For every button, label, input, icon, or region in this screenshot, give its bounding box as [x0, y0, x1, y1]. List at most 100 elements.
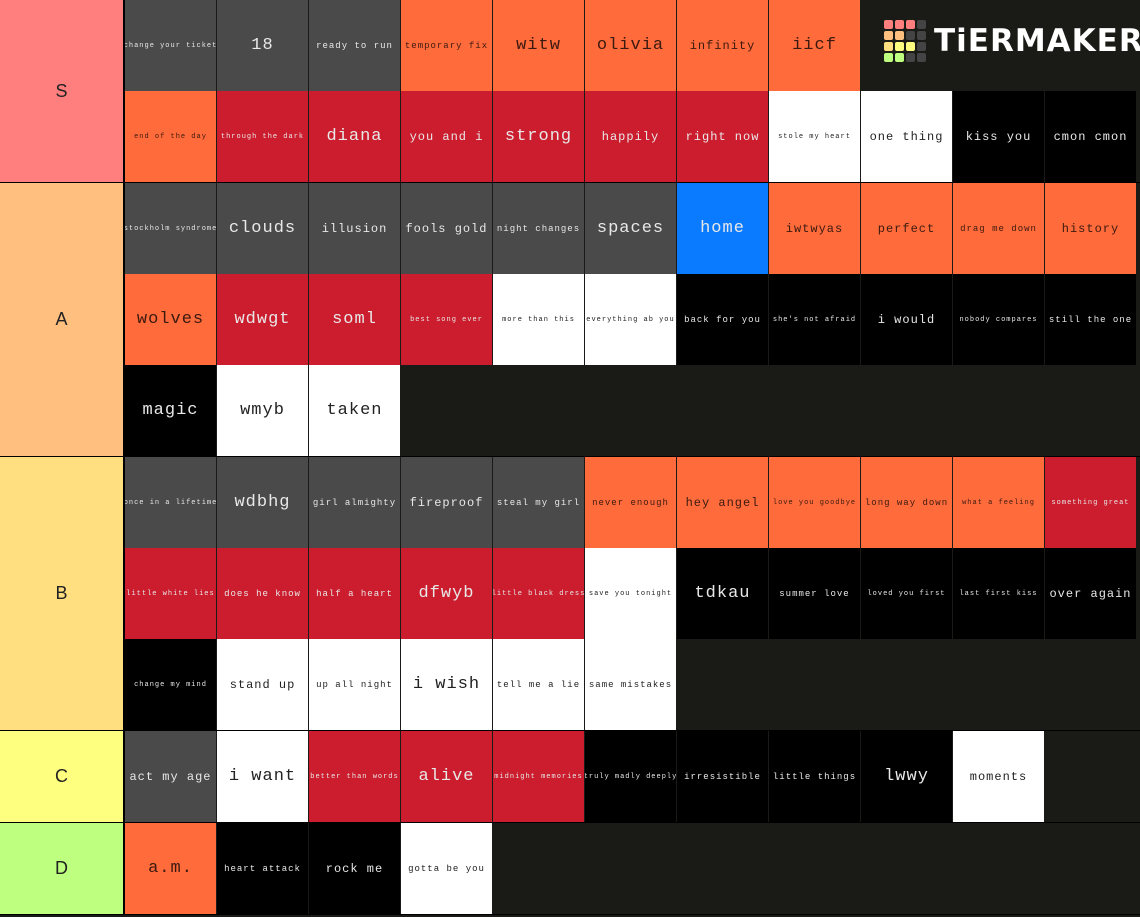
tier-items: change your ticket 18 ready to run temporar… [125, 0, 1139, 182]
tile[interactable]: lwwy [861, 731, 952, 822]
tile[interactable]: over again [1045, 548, 1136, 639]
tile[interactable]: home [677, 183, 768, 274]
tile[interactable]: up all night [309, 639, 400, 730]
tile[interactable]: right now [677, 91, 768, 182]
tile[interactable]: witw [493, 0, 584, 91]
tile[interactable]: stole my heart [769, 91, 860, 182]
logo: TiERMAKER [884, 20, 1140, 62]
tile[interactable]: once in a lifetime [125, 457, 216, 548]
tile[interactable]: taken [309, 365, 400, 456]
tile[interactable]: what a feeling [953, 457, 1044, 548]
tile[interactable]: tell me a lie [493, 639, 584, 730]
tile[interactable]: steal my girl [493, 457, 584, 548]
tile[interactable]: i would [861, 274, 952, 365]
tile[interactable]: history [1045, 183, 1136, 274]
tile[interactable]: drag me down [953, 183, 1044, 274]
tile[interactable]: better than words [309, 731, 400, 822]
tile[interactable]: little things [769, 731, 860, 822]
tile[interactable]: hey angel [677, 457, 768, 548]
tile[interactable]: something great [1045, 457, 1136, 548]
tile[interactable]: wmyb [217, 365, 308, 456]
tile[interactable]: long way down [861, 457, 952, 548]
tier-items: act my age i want better than words alive mi… [125, 731, 1139, 822]
tile[interactable]: one thing [861, 91, 952, 182]
tile[interactable]: fireproof [401, 457, 492, 548]
tile[interactable]: still the one [1045, 274, 1136, 365]
tile[interactable]: iwtwyas [769, 183, 860, 274]
tile[interactable]: clouds [217, 183, 308, 274]
tile[interactable]: strong [493, 91, 584, 182]
tile[interactable]: last first kiss [953, 548, 1044, 639]
tile[interactable]: little black dress [493, 548, 584, 639]
tile[interactable]: save you tonight [585, 548, 676, 639]
tile[interactable]: a.m. [125, 823, 216, 914]
tier-label: D [0, 823, 125, 914]
tile[interactable]: olivia [585, 0, 676, 91]
tile[interactable]: back for you [677, 274, 768, 365]
tile[interactable]: she's not afraid [769, 274, 860, 365]
tile[interactable]: alive [401, 731, 492, 822]
tile[interactable]: tdkau [677, 548, 768, 639]
tile[interactable]: rock me [309, 823, 400, 914]
tile[interactable]: temporary fix [401, 0, 492, 91]
tile[interactable]: more than this [493, 274, 584, 365]
tile[interactable]: night changes [493, 183, 584, 274]
tile[interactable]: magic [125, 365, 216, 456]
tile[interactable]: wdwgt [217, 274, 308, 365]
logo-icon [884, 20, 926, 62]
tile[interactable]: does he know [217, 548, 308, 639]
tile[interactable]: kiss you [953, 91, 1044, 182]
tile[interactable]: act my age [125, 731, 216, 822]
tier-label: A [0, 183, 125, 456]
tile[interactable]: perfect [861, 183, 952, 274]
tier-items: stockholm syndrome clouds illusion fools go… [125, 183, 1139, 456]
tile[interactable]: diana [309, 91, 400, 182]
tier-label: S [0, 0, 125, 182]
tile[interactable]: irresistible [677, 731, 768, 822]
tile[interactable]: soml [309, 274, 400, 365]
tier-label: B [0, 457, 125, 730]
tile[interactable]: girl almighty [309, 457, 400, 548]
tile[interactable]: everything ab you [585, 274, 676, 365]
tile[interactable]: heart attack [217, 823, 308, 914]
tile[interactable]: stand up [217, 639, 308, 730]
tile[interactable]: cmon cmon [1045, 91, 1136, 182]
tier-items: once in a lifetime wdbhg girl almighty fire… [125, 457, 1139, 730]
tile[interactable]: iicf [769, 0, 860, 91]
tile[interactable]: never enough [585, 457, 676, 548]
tile[interactable]: dfwyb [401, 548, 492, 639]
tile[interactable]: illusion [309, 183, 400, 274]
tile[interactable]: spaces [585, 183, 676, 274]
tile[interactable]: nobody compares [953, 274, 1044, 365]
tile[interactable]: truly madly deeply [585, 731, 676, 822]
tile[interactable]: little white lies [125, 548, 216, 639]
tile[interactable]: best song ever [401, 274, 492, 365]
tile[interactable]: same mistakes [585, 639, 676, 730]
tile[interactable]: you and i [401, 91, 492, 182]
tile[interactable]: stockholm syndrome [125, 183, 216, 274]
tier-items: a.m. heart attack rock me gotta be you [125, 823, 1139, 914]
tile[interactable]: midnight memories [493, 731, 584, 822]
tile[interactable]: wdbhg [217, 457, 308, 548]
tile[interactable]: 18 [217, 0, 308, 91]
tile[interactable]: half a heart [309, 548, 400, 639]
tile[interactable]: moments [953, 731, 1044, 822]
tile[interactable]: wolves [125, 274, 216, 365]
tile[interactable]: loved you first [861, 548, 952, 639]
tile[interactable]: infinity [677, 0, 768, 91]
tile[interactable]: change your ticket [125, 0, 216, 91]
tile[interactable]: summer love [769, 548, 860, 639]
tile[interactable]: ready to run [309, 0, 400, 91]
tile[interactable]: love you goodbye [769, 457, 860, 548]
tile[interactable]: gotta be you [401, 823, 492, 914]
tile[interactable]: fools gold [401, 183, 492, 274]
tile[interactable]: through the dark [217, 91, 308, 182]
tile[interactable]: happily [585, 91, 676, 182]
tile[interactable]: change my mind [125, 639, 216, 730]
tile[interactable]: end of the day [125, 91, 216, 182]
tile[interactable]: i want [217, 731, 308, 822]
tile[interactable]: i wish [401, 639, 492, 730]
